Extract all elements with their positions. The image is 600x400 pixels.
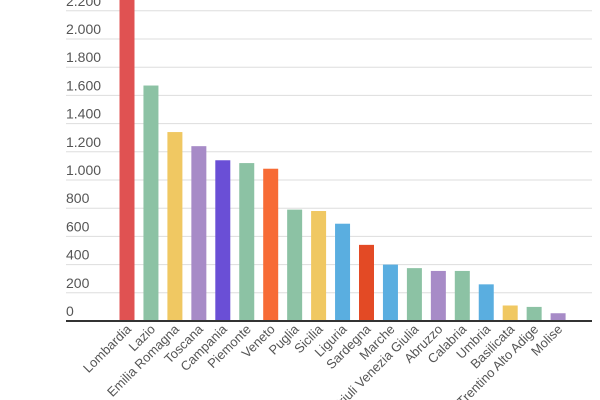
y-tick-label: 2.200 bbox=[66, 0, 101, 9]
y-tick-label: 1.800 bbox=[66, 49, 101, 65]
bar bbox=[359, 244, 374, 321]
bar bbox=[382, 264, 398, 321]
bar bbox=[167, 132, 183, 321]
y-tick-label: 0 bbox=[66, 303, 74, 319]
bar bbox=[191, 146, 207, 321]
y-axis: 0 200 400 600 800 1.000 1.200 1.400 1.600 1.800 2.… bbox=[66, 0, 101, 319]
bar bbox=[502, 305, 518, 321]
bar bbox=[215, 160, 231, 321]
bar bbox=[526, 306, 542, 321]
bar bbox=[311, 211, 327, 321]
bar bbox=[550, 313, 566, 321]
y-tick-label: 200 bbox=[66, 275, 90, 291]
bar bbox=[430, 270, 446, 321]
bar bbox=[143, 85, 159, 321]
y-tick-label: 1.600 bbox=[66, 77, 101, 93]
y-tick-label: 1.400 bbox=[66, 106, 101, 122]
y-tick-label: 2.000 bbox=[66, 21, 101, 37]
y-tick-label: 600 bbox=[66, 218, 90, 234]
bar bbox=[287, 209, 303, 321]
y-tick-label: 1.000 bbox=[66, 162, 101, 178]
bar bbox=[454, 270, 470, 321]
bar bbox=[239, 163, 255, 321]
y-tick-label: 800 bbox=[66, 190, 90, 206]
bar bbox=[406, 268, 422, 321]
y-tick-label: 1.200 bbox=[66, 134, 101, 150]
y-tick-label: 400 bbox=[66, 247, 90, 263]
bar bbox=[119, 0, 135, 321]
bar bbox=[478, 284, 494, 321]
bars bbox=[119, 0, 566, 321]
bar bbox=[335, 223, 351, 321]
bar bbox=[263, 168, 279, 321]
